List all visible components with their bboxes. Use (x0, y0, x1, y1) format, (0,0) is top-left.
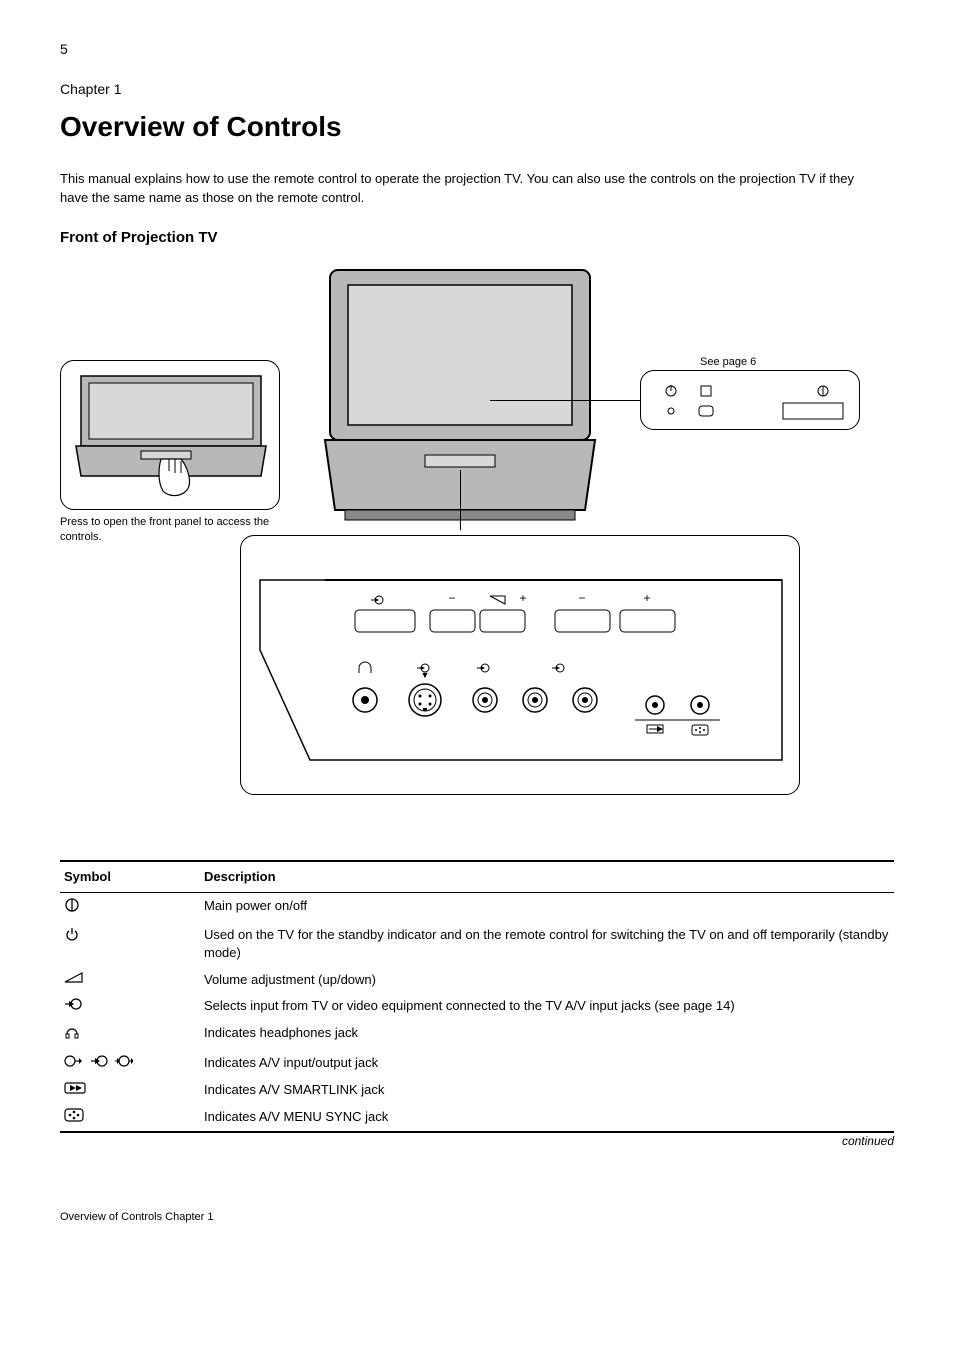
av-input-icon (90, 1054, 108, 1073)
power-icon (64, 897, 80, 918)
front-controls-illustration: − + − + (255, 550, 787, 782)
top-page-number: 5 (60, 40, 894, 60)
symbol-cell (60, 1104, 200, 1132)
symbol-table: Symbol Description Main power on/off Use… (60, 860, 894, 1133)
desc-cell: Volume adjustment (up/down) (200, 967, 894, 994)
symbol-cell (60, 1020, 200, 1049)
svg-text:+: + (519, 591, 526, 605)
table-row: Used on the TV for the standby indicator… (60, 922, 894, 966)
inset-right-label: See page 6 (700, 355, 756, 370)
page-title: Overview of Controls (60, 107, 894, 146)
symbol-cell (60, 1050, 200, 1077)
diagram-area: Press to open the front panel to access … (60, 260, 894, 840)
symbol-cell (60, 993, 200, 1020)
symbol-cell (60, 892, 200, 922)
av-output-icon (64, 1054, 82, 1073)
front-panel-heading: Front of Projection TV (60, 227, 894, 248)
inset-indicator-panel (640, 370, 860, 430)
smartlink-icon (64, 1081, 86, 1100)
standby-icon (64, 926, 80, 947)
inset-press-panel (60, 360, 280, 510)
av-io-icon (115, 1054, 133, 1073)
table-row: Indicates A/V MENU SYNC jack (60, 1104, 894, 1132)
svg-text:−: − (578, 591, 585, 605)
desc-cell: Indicates A/V MENU SYNC jack (200, 1104, 894, 1132)
svg-text:−: − (448, 591, 455, 605)
symbol-cell (60, 967, 200, 994)
table-row: Selects input from TV or video equipment… (60, 993, 894, 1020)
desc-cell: Selects input from TV or video equipment… (200, 993, 894, 1020)
desc-cell: Used on the TV for the standby indicator… (200, 922, 894, 966)
symbol-cell (60, 1077, 200, 1104)
desc-cell: Indicates headphones jack (200, 1020, 894, 1049)
volume-icon (64, 971, 84, 989)
menu-sync-icon (64, 1108, 84, 1127)
desc-cell: Main power on/off (200, 892, 894, 922)
table-row: Indicates headphones jack (60, 1020, 894, 1049)
desc-cell: Indicates A/V SMARTLINK jack (200, 1077, 894, 1104)
continued-label: continued (60, 1133, 894, 1150)
intro-paragraph: This manual explains how to use the remo… (60, 170, 860, 206)
desc-cell: Indicates A/V input/output jack (200, 1050, 894, 1077)
page-footer: Overview of Controls Chapter 1 (60, 1210, 894, 1225)
input-icon (64, 997, 82, 1016)
table-row: Indicates A/V input/output jack (60, 1050, 894, 1077)
table-row: Main power on/off (60, 892, 894, 922)
table-row: Indicates A/V SMARTLINK jack (60, 1077, 894, 1104)
indicator-panel-illustration (653, 379, 849, 423)
inset-front-controls: − + − + (240, 535, 800, 795)
table-row: Volume adjustment (up/down) (60, 967, 894, 994)
th-symbol: Symbol (60, 861, 200, 893)
chapter-label: Chapter 1 (60, 80, 894, 100)
svg-text:▼: ▼ (421, 670, 430, 680)
th-desc: Description (200, 861, 894, 893)
svg-text:+: + (643, 591, 650, 605)
symbol-cell (60, 922, 200, 966)
headphone-icon (64, 1024, 80, 1045)
press-panel-illustration (71, 371, 271, 501)
